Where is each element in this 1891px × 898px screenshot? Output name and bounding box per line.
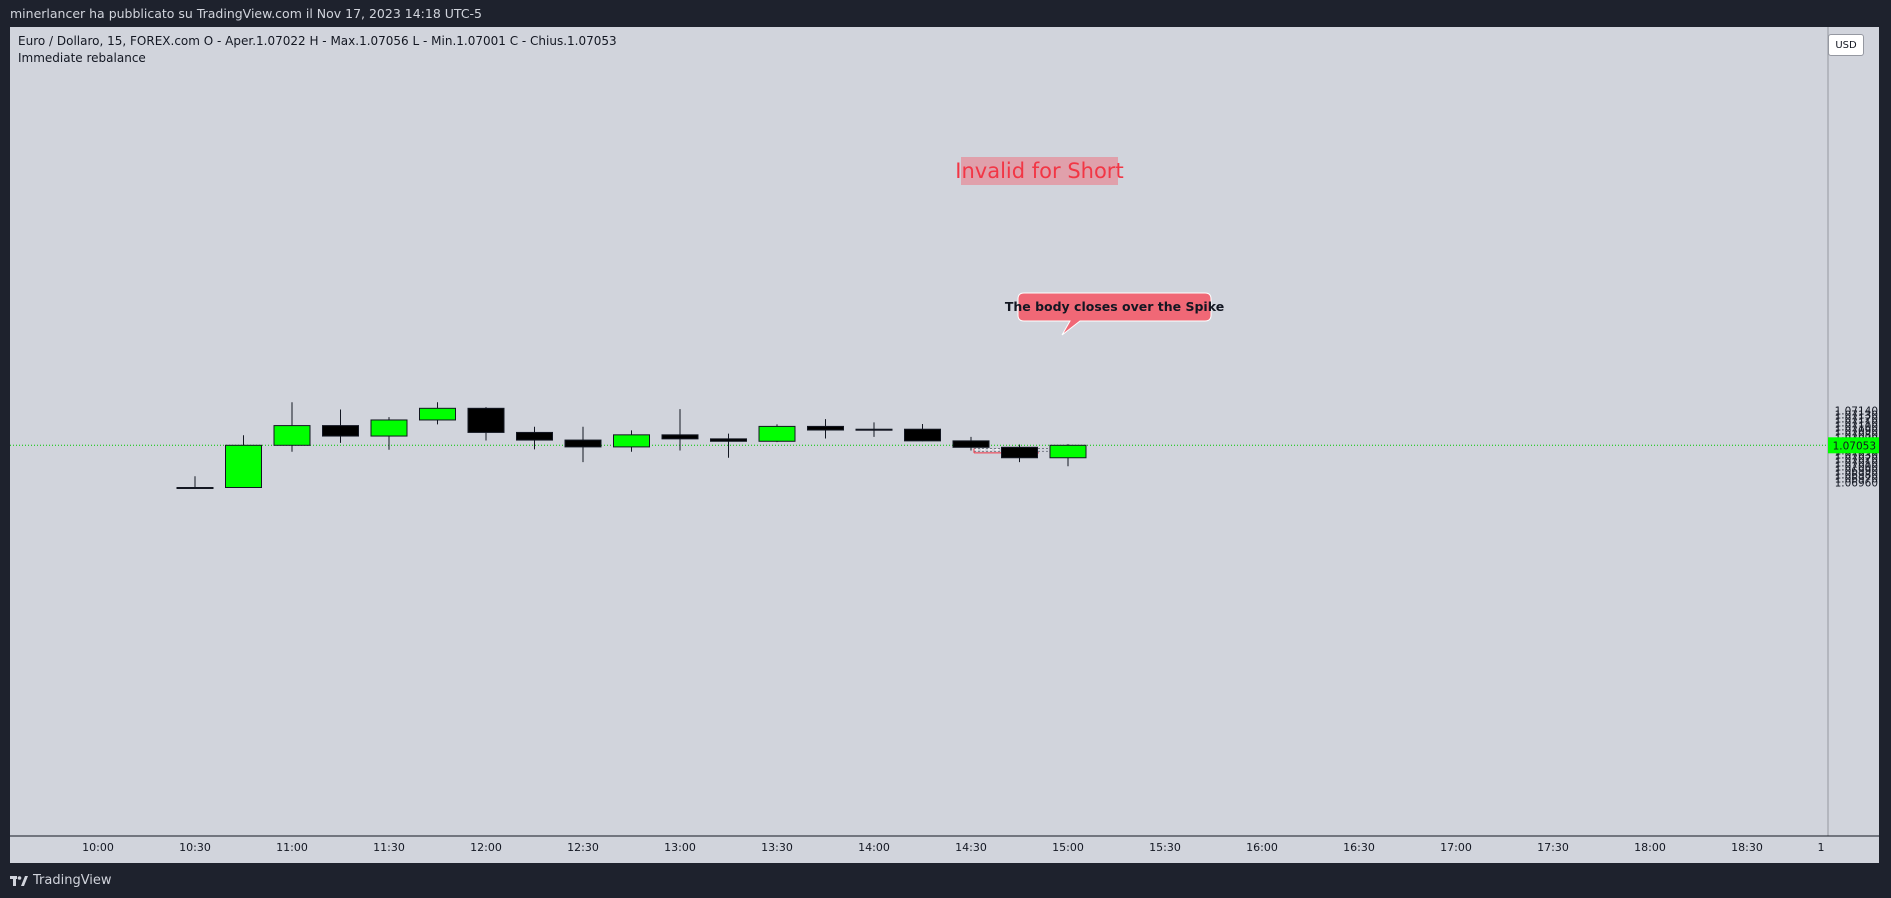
currency-button[interactable]: USD (1828, 34, 1864, 56)
candle (564, 426, 602, 463)
brand[interactable]: TradingView (10, 873, 112, 888)
candle (807, 419, 844, 439)
x-tick-label: 12:30 (567, 841, 599, 854)
y-tick-label: 1.07110 (1835, 417, 1878, 429)
x-tick-label: 15:30 (1149, 841, 1181, 854)
candle-body (273, 425, 311, 446)
candle (1049, 444, 1087, 467)
candle (225, 435, 262, 489)
chart-area[interactable]: 1.06960 1.06970 1.06980 1.06990 1.07000 1.070… (10, 27, 1879, 863)
candle-body (807, 425, 844, 431)
y-tick-label: 1.07020 (1835, 454, 1878, 466)
candle (855, 422, 893, 437)
candlestick-chart[interactable]: 1.069601.069701.069801.069901.070001.070… (10, 27, 1879, 863)
invalid-short-label: Invalid for Short (955, 159, 1123, 183)
legend-ohlc: Euro / Dollaro, 15, FOREX.com O - Aper.1… (18, 34, 617, 48)
tradingview-logo-icon (10, 875, 28, 886)
candle (904, 423, 941, 442)
y-tick-label: 1.07010 (1835, 458, 1878, 470)
x-tick-label: 16:30 (1343, 841, 1375, 854)
candle-body (467, 407, 505, 433)
x-tick-label: 17:00 (1440, 841, 1472, 854)
candle-body (225, 444, 262, 489)
candle (952, 436, 990, 451)
top-bar: minerlancer ha pubblicato su TradingView… (0, 0, 1891, 27)
candle-body (564, 439, 602, 448)
y-tick-label: 1.06990 (1835, 466, 1878, 478)
candle-body (952, 440, 990, 448)
x-tick-label: 15:00 (1052, 841, 1084, 854)
x-tick-label: 10:00 (82, 841, 114, 854)
invalid-short-bg (961, 157, 1118, 185)
y-tick-label: 1.07100 (1835, 421, 1878, 433)
y-tick-label: 1.07000 (1835, 462, 1878, 474)
y-tick-label: 1.06970 (1835, 474, 1878, 486)
candle (273, 402, 311, 452)
candle (516, 426, 553, 450)
candle (370, 417, 408, 450)
x-tick-label: 12:00 (470, 841, 502, 854)
candle (661, 409, 699, 451)
candle (1001, 444, 1038, 463)
candle-body (1001, 446, 1038, 459)
candle (322, 409, 359, 443)
x-tick-label: 11:00 (276, 841, 308, 854)
y-tick-label: 1.07120 (1835, 413, 1878, 425)
candle-body (613, 434, 650, 448)
x-tick-label: 18:30 (1731, 841, 1763, 854)
y-tick-label: 1.07130 (1835, 409, 1878, 421)
bottom-bar: TradingView (0, 863, 1891, 898)
current-price-tag (1828, 437, 1879, 454)
x-tick-label: 14:30 (955, 841, 987, 854)
callout-label: The body closes over the Spike (1005, 299, 1224, 314)
y-tick-label: 1.06960 (1835, 478, 1878, 490)
y-tick-label: 1.06980 (1835, 470, 1878, 482)
x-tick-label: 13:00 (664, 841, 696, 854)
candle-body (322, 425, 359, 437)
x-tick-label: 14:00 (858, 841, 890, 854)
candle (176, 476, 214, 490)
publisher-line: minerlancer ha pubblicato su TradingView… (10, 6, 483, 21)
candle (613, 430, 650, 452)
x-tick-label: 18:00 (1634, 841, 1666, 854)
x-tick-label: 17:30 (1537, 841, 1569, 854)
x-tick-label: 13:30 (761, 841, 793, 854)
y-tick-label: 1.07140 (1835, 405, 1878, 417)
x-tick-label: 16:00 (1246, 841, 1278, 854)
x-tick-label: 11:30 (373, 841, 405, 854)
current-price-label: 1.07053 (1833, 440, 1876, 452)
legend-indicator: Immediate rebalance (18, 51, 146, 65)
candle-body (370, 419, 408, 437)
candle-body (855, 428, 893, 431)
x-tick-label: 1 (1818, 841, 1825, 854)
x-tick-label: 10:30 (179, 841, 211, 854)
candle-body (176, 487, 214, 490)
chart-legend: Euro / Dollaro, 15, FOREX.com O - Aper.1… (18, 33, 617, 67)
candle-body (904, 428, 941, 442)
candle-body (1049, 444, 1087, 459)
candle-body (661, 434, 699, 440)
y-tick-label: 1.07090 (1835, 425, 1878, 437)
callout-bubble (1017, 292, 1212, 336)
candle (419, 402, 456, 425)
candle-body (758, 425, 796, 442)
candle-body (419, 407, 456, 421)
candle (710, 433, 747, 458)
candle-body (516, 431, 553, 441)
candle (467, 407, 505, 441)
candle (758, 424, 796, 443)
candle-body (710, 438, 747, 442)
brand-name: TradingView (33, 873, 112, 888)
